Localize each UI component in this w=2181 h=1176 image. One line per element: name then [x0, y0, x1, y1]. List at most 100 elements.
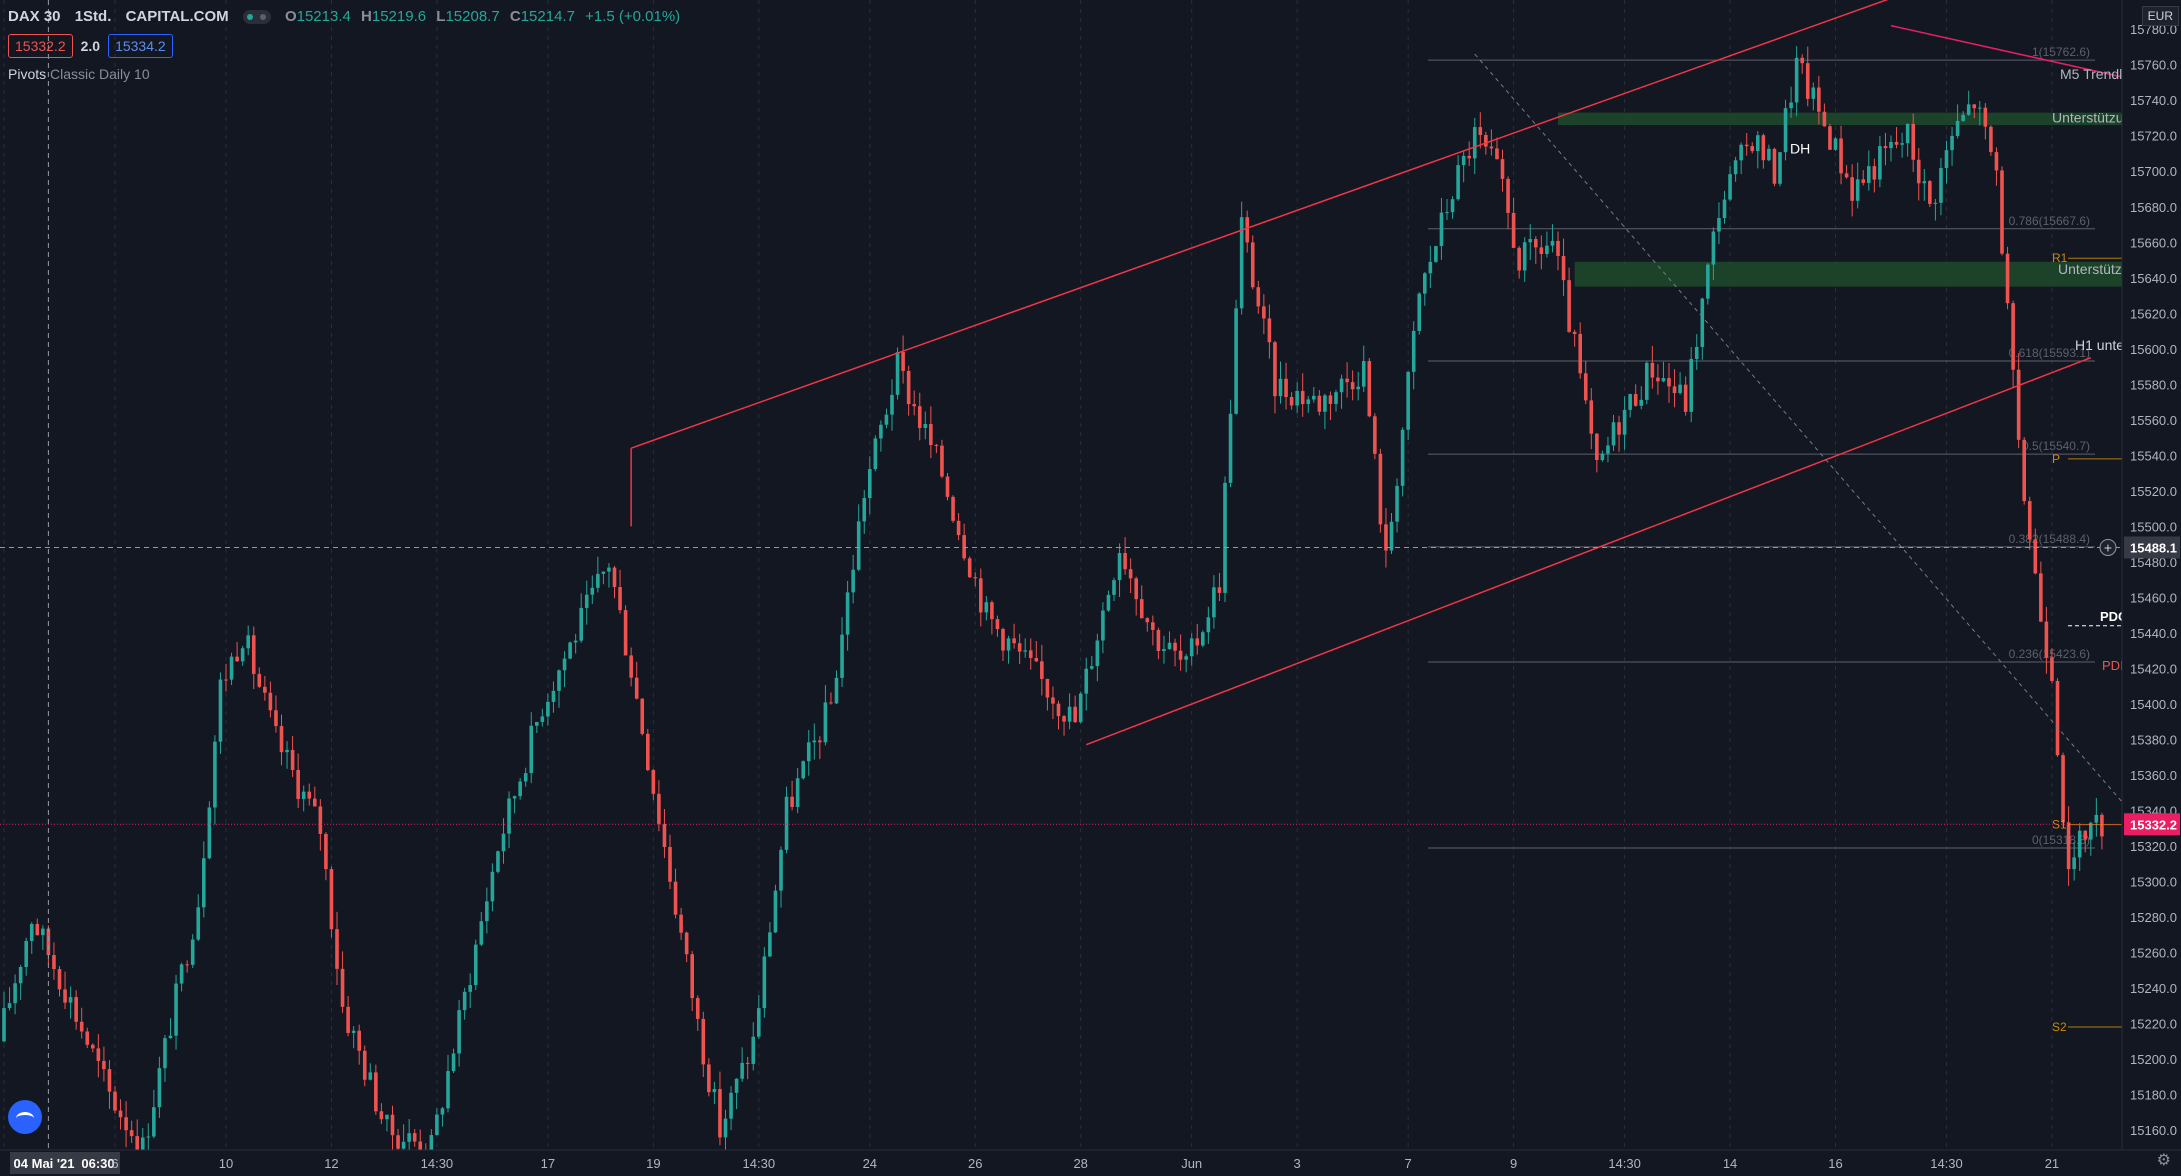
price-tick: 15580.0	[2130, 377, 2177, 392]
candle-body	[1989, 126, 1993, 153]
candle-body	[962, 535, 966, 559]
candle-body	[2016, 369, 2021, 440]
candle-body	[179, 964, 184, 984]
candle-body	[862, 498, 867, 522]
candle-body	[1900, 143, 1904, 145]
time-tick: 14:30	[1930, 1156, 1963, 1171]
candle-body	[457, 1010, 461, 1054]
candle-body	[1717, 218, 1721, 232]
candle-body	[551, 690, 556, 702]
time-tick: 14	[1723, 1156, 1737, 1171]
candle-body	[1883, 146, 1888, 149]
fib-label: 0.5(15540.7)	[2022, 439, 2090, 453]
candle-body	[1195, 638, 1200, 646]
fib-retracement[interactable]: 1(15762.6) 0.786(15667.6) 0.618(15593.1) 0.…	[1428, 45, 2095, 849]
candle-body	[1384, 524, 1388, 551]
candle-body	[268, 692, 273, 711]
support-zones[interactable]: Unterstützu Unterstütz	[1558, 110, 2163, 287]
candle-body	[440, 1108, 445, 1115]
candle-body	[573, 640, 578, 643]
candle-body	[623, 610, 628, 656]
settings-gear-icon[interactable]: ⚙	[2156, 1152, 2171, 1169]
candle-body	[901, 352, 905, 371]
candle-body	[895, 352, 900, 395]
price-tick: 15440.0	[2130, 626, 2177, 641]
candle-body	[468, 985, 472, 992]
candle-body	[202, 858, 206, 908]
currency-label[interactable]: EUR	[2141, 6, 2179, 26]
candle-body	[579, 607, 583, 641]
fib-label: 0.236(15423.6)	[2009, 647, 2090, 661]
price-tick: 15400.0	[2130, 697, 2177, 712]
candle-body	[1023, 650, 1027, 652]
time-tick: Jun	[1181, 1156, 1202, 1171]
candle-body	[1395, 485, 1399, 522]
buy-button[interactable]: 15334.2	[108, 34, 173, 58]
candle-body	[1184, 656, 1188, 660]
candle-body	[1839, 138, 1843, 174]
candle-body	[917, 406, 922, 428]
candle-body	[1994, 152, 1999, 171]
candle-body	[451, 1053, 456, 1072]
candle-body	[2050, 657, 2054, 681]
candle-body	[1484, 135, 1488, 147]
price-tick: 15720.0	[2130, 129, 2177, 144]
drawings[interactable]: M5 Trendl H1 unte DH R1 P S1 S2 PDC PDL +	[0, 0, 2164, 1150]
candle-body	[734, 1078, 739, 1093]
candle-body	[584, 594, 589, 608]
candle-body	[723, 1118, 728, 1138]
candle-body	[995, 619, 1000, 630]
candle-body	[1112, 580, 1116, 595]
time-axis[interactable]: 04 Mai '21 06:306 10 12 14:30 17 19 14:30 24 26 28…	[0, 1149, 2181, 1176]
price-tick: 15680.0	[2130, 200, 2177, 215]
tradingview-logo-icon[interactable]	[8, 1100, 42, 1134]
symbol-name[interactable]: DAX 30	[8, 8, 61, 25]
candle-body	[868, 469, 872, 499]
candle-body	[1051, 697, 1055, 704]
candle-body	[1267, 318, 1272, 343]
price-tick: 15480.0	[2130, 555, 2177, 570]
candle-body	[1628, 394, 1632, 410]
candle-body	[1639, 399, 1644, 406]
candle-body	[684, 932, 689, 955]
pdl-label: PDL	[2102, 658, 2127, 673]
candle-body	[18, 966, 23, 984]
candle-body	[496, 851, 500, 872]
sell-button[interactable]: 15332.2	[8, 34, 73, 58]
candle-body	[879, 424, 883, 439]
price-axis[interactable]: 15160.0 15180.0 15200.0 15220.0 15240.0 15260…	[2121, 0, 2181, 1176]
candle-body	[784, 796, 789, 850]
candle-body	[1084, 668, 1089, 694]
candle-body	[1178, 650, 1183, 660]
indicator-legend[interactable]: Pivots Classic Daily 10	[8, 66, 150, 82]
candle-body	[718, 1088, 722, 1138]
candle-body	[1545, 245, 1549, 255]
candle-body	[1123, 553, 1127, 570]
candle-body	[940, 445, 944, 477]
market-status-icon[interactable]	[242, 10, 271, 25]
channel-upper-line	[630, 0, 1889, 449]
candle-body	[1966, 104, 1971, 115]
candle-body	[329, 869, 334, 930]
interval[interactable]: 1Std.	[74, 8, 112, 25]
candle-body	[1939, 167, 1943, 203]
candle-body	[418, 1141, 423, 1154]
candle-body	[845, 592, 850, 635]
candle-body	[1373, 416, 1377, 454]
candle-body	[1744, 144, 1749, 147]
candle-body	[229, 656, 234, 680]
candle-body	[2094, 814, 2099, 823]
candle-body	[1689, 358, 1693, 412]
zone-label: Unterstützu	[2052, 110, 2124, 126]
candle-body	[1522, 242, 1527, 271]
candle-body	[1589, 400, 1594, 434]
candle-body	[196, 907, 201, 940]
candle-body	[313, 798, 317, 807]
candle-body	[1733, 160, 1738, 175]
candle-body	[695, 998, 700, 1019]
candle-body	[2061, 755, 2065, 823]
candle-body	[1633, 394, 1638, 406]
candle-body	[307, 791, 312, 799]
candle-body	[1950, 135, 1954, 151]
